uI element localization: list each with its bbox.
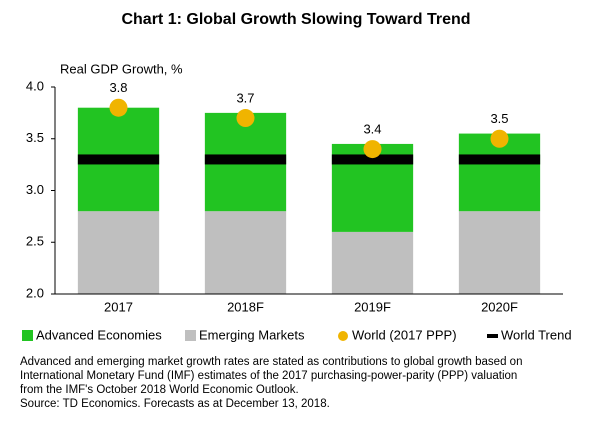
legend-label: World (2017 PPP): [352, 327, 457, 342]
legend-swatch: [487, 334, 498, 338]
world-dot: [490, 129, 509, 148]
note: Source: TD Economics. Forecasts as at De…: [20, 398, 330, 410]
note: International Monetary Fund (IMF) estima…: [20, 370, 517, 382]
legend-label: World Trend: [501, 327, 572, 342]
bar-segment: [204, 211, 287, 294]
y-tick-label: 4.0: [26, 78, 44, 93]
legend-swatch: [338, 331, 348, 341]
legend-label: Emerging Markets: [199, 327, 305, 342]
data-label: 3.4: [363, 122, 381, 137]
note: Advanced and emerging market growth rate…: [20, 356, 522, 368]
data-label: 3.7: [236, 90, 254, 105]
x-tick-label: 2017: [104, 299, 133, 314]
y-tick-label: 3.5: [26, 130, 44, 145]
data-label: 3.8: [109, 80, 127, 95]
world-dot: [363, 140, 382, 159]
legend-swatch: [22, 330, 33, 341]
x-tick-label: 2019F: [354, 299, 391, 314]
world-dot: [109, 98, 128, 117]
chart-title: Chart 1: Global Growth Slowing Toward Tr…: [121, 11, 470, 28]
legend-label: Advanced Economies: [36, 327, 162, 342]
y-axis-label: Real GDP Growth, %: [60, 61, 183, 76]
bar-segment: [458, 211, 541, 294]
trend-marker: [458, 154, 541, 165]
trend-marker: [204, 154, 287, 165]
data-label: 3.5: [490, 111, 508, 126]
bar-segment: [77, 211, 160, 294]
y-tick-label: 2.5: [26, 234, 44, 249]
bar-segment: [331, 231, 414, 294]
note: from the IMF's October 2018 World Econom…: [20, 384, 299, 396]
trend-marker: [331, 154, 414, 165]
y-tick-label: 2.0: [26, 285, 44, 300]
x-tick-label: 2020F: [481, 299, 518, 314]
legend-swatch: [185, 330, 196, 341]
trend-marker: [77, 154, 160, 165]
x-tick-label: 2018F: [227, 299, 264, 314]
world-dot: [236, 109, 255, 128]
y-tick-label: 3.0: [26, 182, 44, 197]
